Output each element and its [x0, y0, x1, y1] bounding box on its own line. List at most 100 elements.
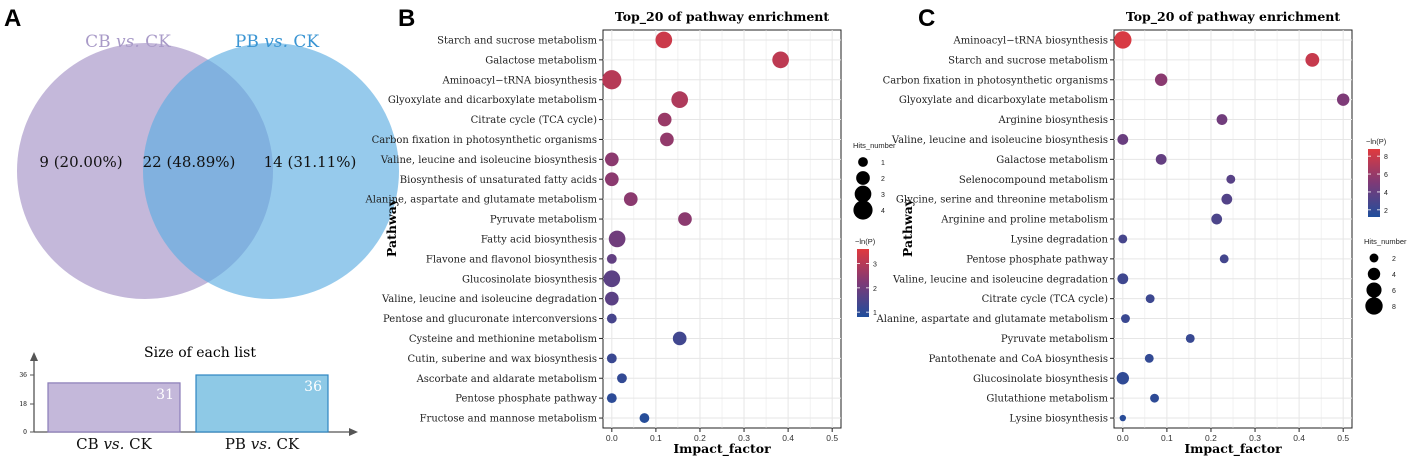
list-size-ytick: 18 [19, 401, 27, 408]
data-point [1144, 353, 1154, 363]
venn-label-cb: CB vs. CK [85, 32, 171, 52]
size-legend-title: Hits_number [1364, 237, 1407, 246]
pathway-label: Glyoxylate and dicarboxylate metabolism [388, 95, 598, 106]
pathway-label: Aminoacyl−tRNA biosynthesis [952, 35, 1108, 46]
pathway-label: Valine, leucine and isoleucine degradati… [892, 274, 1109, 285]
pathway-label: Starch and sucrose metabolism [948, 55, 1108, 66]
data-point [672, 331, 687, 346]
list-size-chart: Size of each list 0 18 36 31 CB vs. CK 36 P… [19, 345, 358, 453]
list-size-y-arrow [30, 352, 38, 361]
x-tick-label: 0.1 [650, 433, 662, 443]
data-point [606, 313, 617, 324]
data-point [1114, 31, 1132, 49]
data-point [1117, 134, 1129, 145]
pathway-label: Galactose metabolism [485, 55, 597, 66]
data-point [1336, 93, 1350, 106]
x-axis-label: Impact_factor [673, 441, 771, 456]
data-point [1116, 372, 1130, 385]
data-point [639, 413, 650, 423]
data-point [1155, 153, 1167, 165]
pathway-label: Pyruvate metabolism [1001, 334, 1109, 345]
pathway-label: Pentose phosphate pathway [455, 394, 597, 405]
pathway-label: Valine, leucine and isoleucine biosynthe… [380, 155, 597, 166]
pathway-label: Carbon fixation in photosynthetic organi… [372, 135, 597, 146]
color-legend-label: 6 [1384, 172, 1388, 179]
size-legend-label: 4 [881, 208, 885, 215]
panel-label-b: B [398, 5, 415, 32]
data-point [1145, 294, 1155, 304]
pathway-label: Cysteine and methionine metabolism [409, 334, 598, 345]
data-point [1121, 314, 1130, 323]
data-point [1150, 393, 1159, 403]
data-point [1211, 213, 1223, 225]
pathway-label: Lysine biosynthesis [1009, 414, 1108, 425]
list-size-title: Size of each list [144, 345, 256, 361]
data-point [604, 291, 619, 306]
color-legend-label: 2 [873, 286, 877, 293]
data-point [678, 212, 692, 226]
list-size-category: PB vs. CK [225, 435, 300, 453]
pathway-label: Valine, leucine and isoleucine degradati… [381, 294, 598, 305]
data-point [602, 70, 622, 90]
size-legend-label: 8 [1392, 304, 1396, 311]
x-tick-label: 0.3 [738, 433, 750, 443]
plot-title: Top_20 of pathway enrichment [1126, 9, 1341, 25]
size-legend-label: 3 [881, 192, 885, 199]
panel-label-c: C [918, 5, 935, 32]
color-legend-title: −ln(P) [855, 237, 876, 246]
data-point [655, 31, 673, 49]
pathway-label: Alanine, aspartate and glutamate metabol… [365, 195, 598, 206]
pathway-label: Arginine biosynthesis [998, 115, 1108, 126]
pathway-label: Glucosinolate biosynthesis [462, 274, 597, 285]
x-tick-label: 0.0 [1117, 433, 1129, 443]
color-legend-label: 8 [1384, 154, 1388, 161]
data-point [606, 393, 617, 404]
size-legend-dot [1367, 267, 1381, 281]
pathway-label: Valine, leucine and isoleucine biosynthe… [891, 135, 1108, 146]
color-legend-bar [857, 249, 869, 317]
pathway-label: Aminoacyl−tRNA biosynthesis [441, 75, 597, 86]
data-point [603, 270, 621, 288]
size-legend-dot [1366, 282, 1382, 298]
pathway-label: Biosynthesis of unsaturated fatty acids [400, 175, 597, 186]
color-legend-label: 4 [1384, 190, 1388, 197]
pathway-label: Fructose and mannose metabolism [420, 414, 598, 425]
pathway-label: Citrate cycle (TCA cycle) [471, 115, 597, 126]
venn-label-pb: PB vs. CK [235, 32, 319, 52]
pathway-label: Ascorbate and aldarate metabolism [416, 374, 598, 385]
list-size-ytick: 0 [23, 429, 27, 436]
pathway-label: Alanine, aspartate and glutamate metabol… [876, 314, 1109, 325]
list-size-bar-label: 31 [156, 387, 174, 403]
pathway-label: Glutathione metabolism [986, 394, 1108, 405]
pathway-label: Fatty acid biosynthesis [481, 234, 597, 245]
pathway-label: Pentose phosphate pathway [966, 254, 1108, 265]
x-tick-label: 0.0 [606, 433, 618, 443]
x-tick-label: 0.2 [694, 433, 706, 443]
pathway-label: Cutin, suberine and wax biosynthesis [407, 354, 597, 365]
x-tick-label: 0.5 [826, 433, 838, 443]
size-legend-dot [853, 200, 873, 220]
size-legend-dot [856, 171, 870, 185]
pathway-label: Pentose and glucuronate interconversions [383, 314, 597, 325]
pathway-label: Pantothenate and CoA biosynthesis [929, 354, 1108, 365]
list-size-category: CB vs. CK [76, 435, 152, 453]
data-point [617, 373, 627, 384]
venn-set-pb [143, 43, 399, 299]
data-point [606, 353, 617, 364]
pathway-label: Glycine, serine and threonine metabolism [896, 195, 1109, 206]
enrichment-plot-cb: 0.0 0.1 0.2 0.3 0.4 0.5 Top_20 of pathway enri… [365, 9, 896, 456]
data-point [623, 192, 638, 206]
size-legend-label: 1 [881, 160, 885, 167]
size-legend-label: 6 [1392, 288, 1396, 295]
data-point [608, 230, 626, 248]
pathway-label: Galactose metabolism [996, 155, 1108, 166]
venn-region-pb-only: 14 (31.11%) [264, 153, 357, 171]
enrichment-plot-pb: 0.0 0.1 0.2 0.3 0.4 0.5 Top_20 of pathway enri… [876, 9, 1407, 456]
data-point [657, 112, 672, 127]
size-legend-dot [854, 185, 872, 203]
data-point [1119, 414, 1127, 422]
pathway-label: Glucosinolate biosynthesis [973, 374, 1108, 385]
data-point [1117, 273, 1129, 285]
size-legend-title: Hits_number [853, 141, 896, 150]
size-legend-label: 4 [1392, 272, 1396, 279]
